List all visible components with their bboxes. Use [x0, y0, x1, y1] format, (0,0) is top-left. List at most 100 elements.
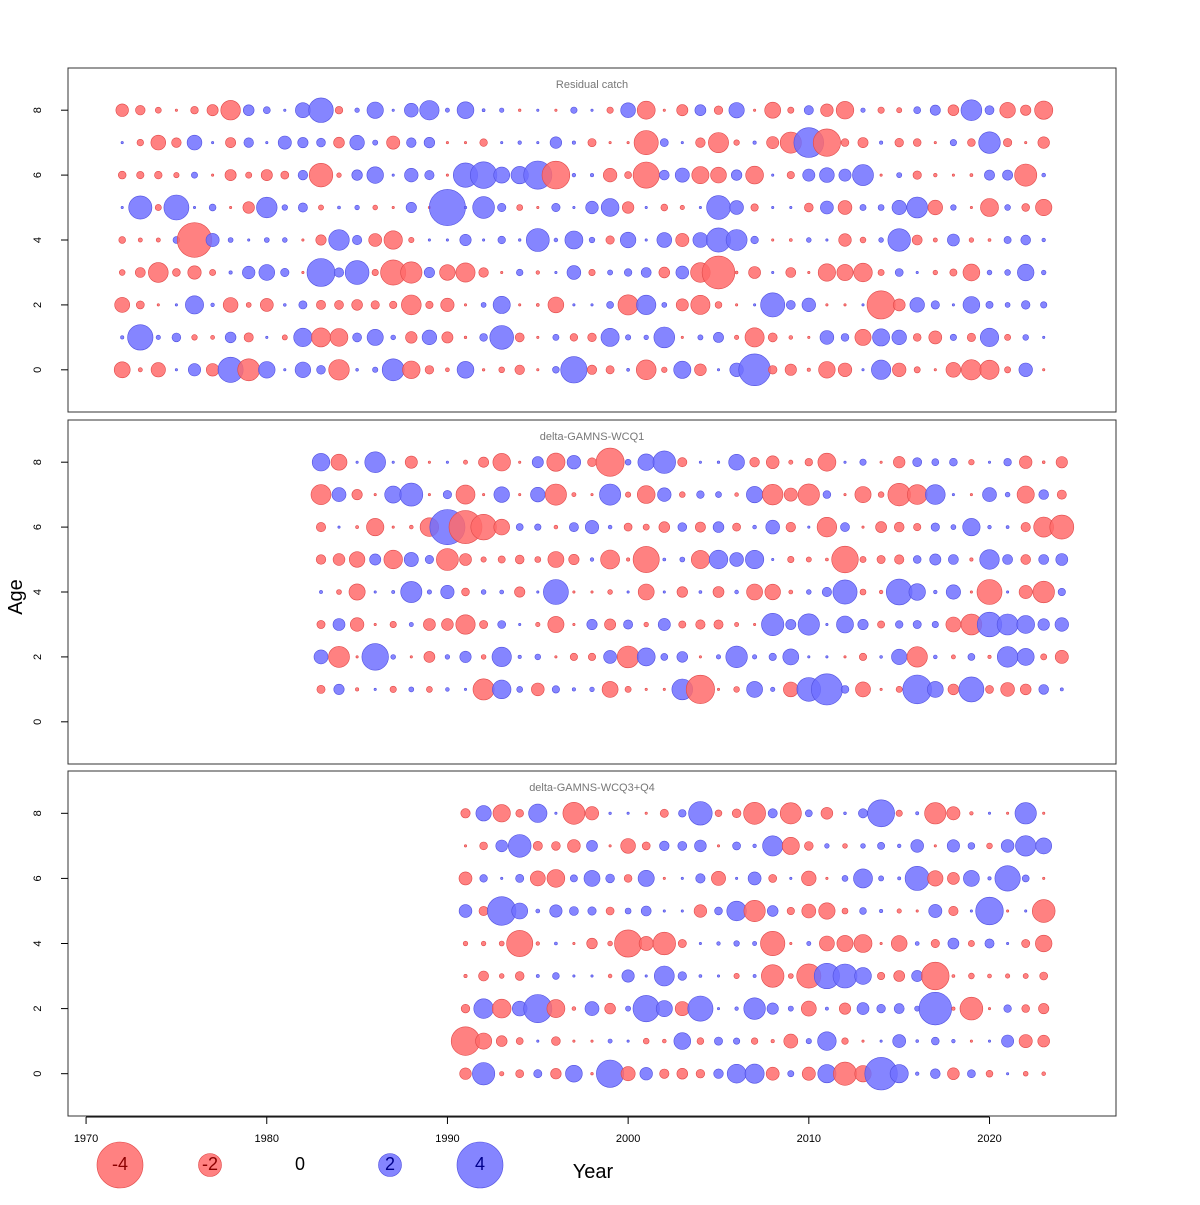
negative-residual-bubble — [893, 456, 906, 469]
negative-residual-bubble — [546, 452, 566, 472]
negative-residual-bubble — [638, 936, 654, 951]
negative-residual-bubble — [675, 233, 690, 247]
legend-bubble — [96, 1141, 144, 1189]
positive-residual-bubble — [716, 1007, 720, 1011]
negative-residual-bubble — [761, 964, 785, 988]
positive-residual-bubble — [606, 301, 614, 309]
positive-residual-bubble — [752, 843, 757, 849]
positive-residual-bubble — [211, 141, 215, 145]
negative-residual-bubble — [1037, 136, 1050, 149]
positive-residual-bubble — [228, 270, 233, 275]
negative-residual-bubble — [551, 1036, 561, 1046]
positive-residual-bubble — [655, 1000, 673, 1018]
y-tick-label: 4 — [32, 237, 44, 243]
positive-residual-bubble — [987, 811, 991, 815]
negative-residual-bubble — [616, 645, 640, 669]
positive-residual-bubble — [931, 1036, 940, 1046]
positive-residual-bubble — [994, 865, 1021, 892]
negative-residual-bubble — [841, 1037, 849, 1045]
negative-residual-bubble — [879, 687, 883, 691]
x-tick-label: 2020 — [977, 1133, 1001, 1145]
negative-residual-bubble — [500, 270, 504, 274]
negative-residual-bubble — [1056, 489, 1067, 500]
positive-residual-bubble — [517, 654, 522, 659]
positive-residual-bubble — [698, 206, 702, 210]
negative-residual-bubble — [478, 906, 489, 916]
negative-residual-bubble — [568, 553, 580, 565]
positive-residual-bubble — [951, 493, 955, 497]
negative-residual-bubble — [1018, 585, 1033, 599]
negative-residual-bubble — [734, 334, 740, 340]
positive-residual-bubble — [662, 909, 666, 913]
positive-residual-bubble — [789, 876, 793, 880]
negative-residual-bubble — [767, 332, 778, 343]
negative-residual-bubble — [969, 173, 974, 177]
positive-residual-bubble — [766, 1002, 779, 1015]
negative-residual-bubble — [117, 170, 127, 180]
negative-residual-bubble — [678, 620, 687, 629]
negative-residual-bubble — [479, 620, 488, 629]
positive-residual-bubble — [626, 367, 630, 372]
negative-residual-bubble — [768, 365, 778, 375]
negative-residual-bubble — [801, 870, 817, 887]
positive-residual-bubble — [897, 843, 902, 849]
negative-residual-bubble — [173, 172, 180, 179]
positive-residual-bubble — [404, 168, 419, 183]
positive-residual-bubble — [205, 233, 220, 247]
negative-residual-bubble — [947, 872, 960, 885]
negative-residual-bubble — [455, 614, 476, 635]
positive-residual-bubble — [637, 870, 655, 887]
negative-residual-bubble — [479, 841, 488, 851]
positive-residual-bubble — [619, 231, 637, 249]
negative-residual-bubble — [536, 368, 540, 372]
negative-residual-bubble — [535, 621, 541, 627]
positive-residual-bubble — [560, 356, 588, 384]
negative-residual-bubble — [951, 173, 955, 177]
negative-residual-bubble — [674, 1001, 690, 1016]
positive-residual-bubble — [896, 172, 903, 178]
positive-residual-bubble — [1038, 554, 1049, 565]
negative-residual-bubble — [1035, 934, 1053, 953]
positive-residual-bubble — [949, 458, 958, 467]
positive-residual-bubble — [590, 108, 594, 112]
positive-residual-bubble — [893, 1003, 905, 1014]
negative-residual-bubble — [229, 206, 233, 210]
negative-residual-bubble — [927, 199, 943, 216]
positive-residual-bubble — [408, 622, 414, 627]
positive-residual-bubble — [762, 835, 784, 857]
negative-residual-bubble — [662, 108, 666, 112]
positive-residual-bubble — [354, 204, 360, 211]
positive-residual-bubble — [492, 295, 511, 314]
negative-residual-bubble — [506, 930, 534, 957]
negative-residual-bubble — [816, 516, 838, 538]
positive-residual-bubble — [459, 234, 472, 247]
positive-residual-bubble — [263, 237, 270, 243]
positive-residual-bubble — [479, 874, 488, 883]
negative-residual-bubble — [621, 201, 635, 214]
positive-residual-bubble — [390, 334, 396, 341]
positive-residual-bubble — [680, 876, 684, 880]
positive-residual-bubble — [1000, 839, 1015, 853]
negative-residual-bubble — [463, 303, 467, 307]
positive-residual-bubble — [491, 646, 512, 667]
negative-residual-bubble — [985, 1069, 994, 1078]
positive-residual-bubble — [174, 368, 178, 372]
negative-residual-bubble — [817, 452, 837, 472]
negative-residual-bubble — [933, 844, 937, 848]
negative-residual-bubble — [679, 491, 686, 498]
negative-residual-bubble — [479, 138, 488, 147]
negative-residual-bubble — [281, 334, 288, 341]
positive-residual-bubble — [493, 486, 510, 503]
positive-residual-bubble — [366, 328, 384, 346]
y-tick-label: 0 — [32, 719, 44, 725]
negative-residual-bubble — [945, 362, 962, 378]
negative-residual-bubble — [714, 809, 723, 817]
negative-residual-bubble — [1022, 973, 1029, 979]
positive-residual-bubble — [590, 974, 594, 978]
positive-residual-bubble — [399, 482, 424, 507]
negative-residual-bubble — [518, 493, 522, 497]
negative-residual-bubble — [547, 296, 565, 314]
negative-residual-bubble — [696, 1037, 705, 1045]
negative-residual-bubble — [892, 298, 906, 312]
positive-residual-bubble — [716, 974, 720, 978]
